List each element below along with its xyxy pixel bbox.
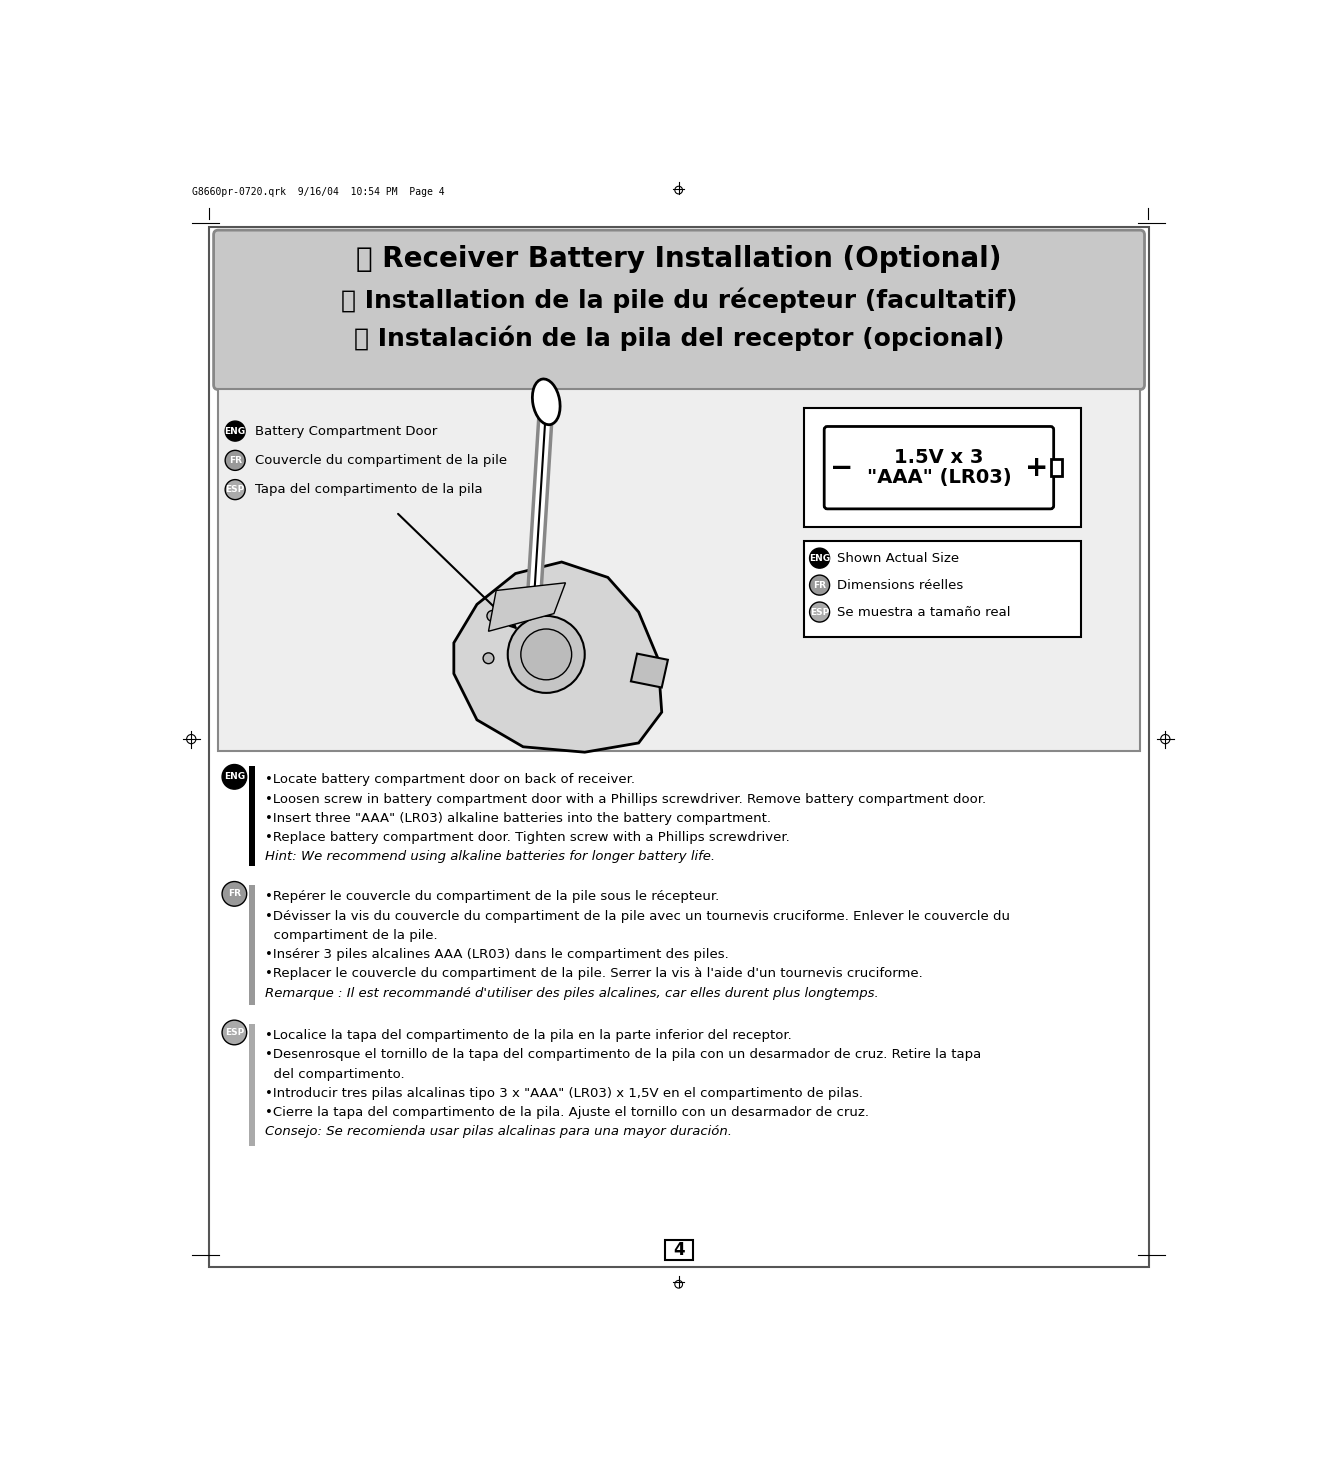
Text: •Replacer le couvercle du compartiment de la pile. Serrer la vis à l'aide d'un t: •Replacer le couvercle du compartiment d…	[265, 968, 924, 981]
Circle shape	[521, 628, 571, 680]
Text: •Desenrosque el tornillo de la tapa del compartimento de la pila con un desarmad: •Desenrosque el tornillo de la tapa del …	[265, 1049, 982, 1062]
Text: ENG: ENG	[810, 553, 831, 562]
Ellipse shape	[533, 379, 560, 425]
Text: compartiment de la pile.: compartiment de la pile.	[265, 929, 437, 943]
Circle shape	[225, 479, 245, 500]
Circle shape	[507, 617, 584, 693]
Circle shape	[810, 575, 829, 594]
Text: 1.5V x 3: 1.5V x 3	[894, 448, 983, 468]
Circle shape	[223, 1021, 246, 1044]
Text: Consejo: Se recomienda usar pilas alcalinas para una mayor duración.: Consejo: Se recomienda usar pilas alcali…	[265, 1125, 733, 1139]
Polygon shape	[454, 562, 661, 752]
FancyBboxPatch shape	[824, 426, 1053, 509]
Text: 4: 4	[673, 1240, 685, 1258]
Bar	[804, 409, 1081, 528]
Text: Shown Actual Size: Shown Actual Size	[836, 552, 959, 565]
Bar	[249, 1024, 256, 1146]
Text: Battery Compartment Door: Battery Compartment Door	[256, 425, 437, 438]
Bar	[219, 389, 1140, 751]
Text: ⓕ Installation de la pile du récepteur (facultatif): ⓕ Installation de la pile du récepteur (…	[341, 288, 1018, 313]
Text: FR: FR	[228, 889, 241, 898]
Circle shape	[223, 882, 246, 906]
Polygon shape	[489, 583, 566, 631]
Bar	[1051, 459, 1063, 476]
Text: Hint: We recommend using alkaline batteries for longer battery life.: Hint: We recommend using alkaline batter…	[265, 851, 716, 863]
Text: •Locate battery compartment door on back of receiver.: •Locate battery compartment door on back…	[265, 773, 635, 786]
Text: ESP: ESP	[810, 608, 829, 617]
Bar	[665, 1239, 693, 1260]
Text: ENG: ENG	[225, 426, 245, 435]
Text: •Replace battery compartment door. Tighten screw with a Phillips screwdriver.: •Replace battery compartment door. Tight…	[265, 830, 790, 844]
Circle shape	[510, 591, 521, 602]
Bar	[249, 885, 256, 1004]
Text: ⓘ Instalación de la pila del receptor (opcional): ⓘ Instalación de la pila del receptor (o…	[354, 326, 1004, 351]
Text: •Insert three "AAA" (LR03) alkaline batteries into the battery compartment.: •Insert three "AAA" (LR03) alkaline batt…	[265, 811, 771, 825]
Text: Se muestra a tamaño real: Se muestra a tamaño real	[836, 606, 1010, 618]
Text: ⓔ Receiver Battery Installation (Optional): ⓔ Receiver Battery Installation (Optiona…	[356, 245, 1002, 273]
Circle shape	[810, 602, 829, 622]
Circle shape	[488, 611, 498, 621]
Text: G8660pr-0720.qrk  9/16/04  10:54 PM  Page 4: G8660pr-0720.qrk 9/16/04 10:54 PM Page 4	[192, 187, 445, 198]
Text: FR: FR	[814, 581, 825, 590]
Polygon shape	[631, 653, 668, 687]
Circle shape	[484, 653, 494, 664]
Text: •Dévisser la vis du couvercle du compartiment de la pile avec un tournevis cruci: •Dévisser la vis du couvercle du compart…	[265, 910, 1010, 923]
Text: FR: FR	[229, 456, 241, 465]
Text: •Insérer 3 piles alcalines AAA (LR03) dans le compartiment des piles.: •Insérer 3 piles alcalines AAA (LR03) da…	[265, 948, 729, 962]
Circle shape	[225, 450, 245, 471]
Text: ESP: ESP	[225, 485, 245, 494]
Text: •Localice la tapa del compartimento de la pila en la parte inferior del receptor: •Localice la tapa del compartimento de l…	[265, 1030, 792, 1041]
Text: "AAA" (LR03): "AAA" (LR03)	[867, 468, 1011, 487]
Circle shape	[810, 549, 829, 568]
Text: Tapa del compartimento de la pila: Tapa del compartimento de la pila	[256, 484, 482, 496]
Text: +: +	[1026, 454, 1048, 482]
Text: ENG: ENG	[224, 773, 245, 782]
Circle shape	[223, 764, 246, 789]
Bar	[249, 766, 256, 866]
Circle shape	[225, 420, 245, 441]
Bar	[804, 541, 1081, 637]
Text: del compartimento.: del compartimento.	[265, 1068, 405, 1081]
Text: ESP: ESP	[225, 1028, 244, 1037]
Text: •Loosen screw in battery compartment door with a Phillips screwdriver. Remove ba: •Loosen screw in battery compartment doo…	[265, 792, 986, 805]
Text: Remarque : Il est recommandé d'utiliser des piles alcalines, car elles durent pl: Remarque : Il est recommandé d'utiliser …	[265, 987, 878, 1000]
Text: −: −	[829, 454, 853, 482]
Text: •Introducir tres pilas alcalinas tipo 3 x "AAA" (LR03) x 1,5V en el compartiment: •Introducir tres pilas alcalinas tipo 3 …	[265, 1087, 863, 1100]
Text: •Repérer le couvercle du compartiment de la pile sous le récepteur.: •Repérer le couvercle du compartiment de…	[265, 891, 719, 904]
Text: Couvercle du compartiment de la pile: Couvercle du compartiment de la pile	[256, 454, 507, 468]
FancyBboxPatch shape	[213, 230, 1145, 389]
Text: Dimensions réelles: Dimensions réelles	[836, 578, 963, 591]
Text: •Cierre la tapa del compartimento de la pila. Ajuste el tornillo con un desarmad: •Cierre la tapa del compartimento de la …	[265, 1106, 869, 1120]
